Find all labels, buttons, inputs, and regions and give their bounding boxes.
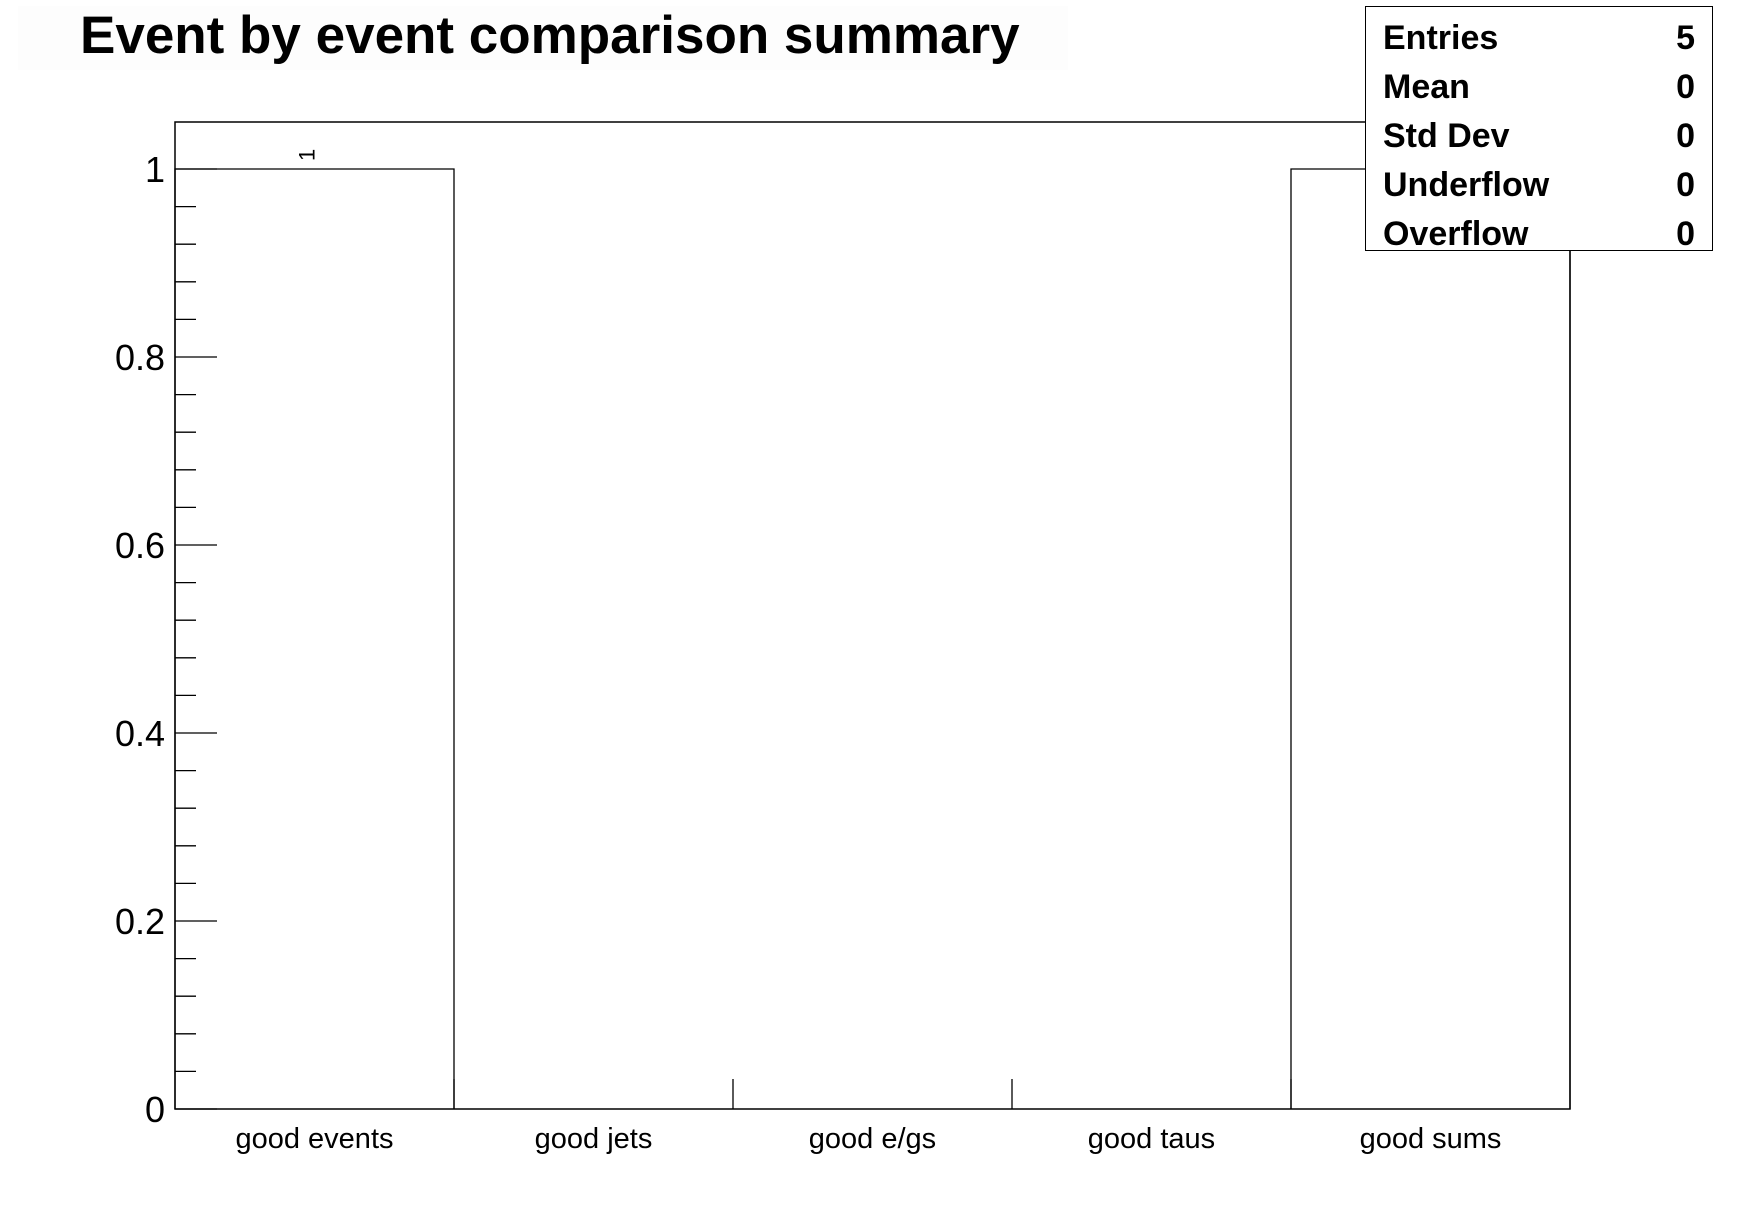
stats-label-overflow: Overflow	[1383, 215, 1529, 253]
stats-row-mean: Mean 0	[1383, 63, 1695, 112]
chart-title: Event by event comparison summary	[80, 6, 1020, 65]
bar-good-events	[174, 168, 455, 1109]
y-axis: 0 0.2 0.4 0.6 0.8 1	[115, 149, 217, 1130]
x-category-label: good e/gs	[809, 1123, 936, 1155]
stats-row-overflow: Overflow 0	[1383, 210, 1695, 259]
y-tick-label: 0.2	[115, 901, 165, 942]
stats-box: Entries 5 Mean 0 Std Dev 0 Underflow 0 O…	[1365, 6, 1713, 253]
x-category-label: good taus	[1088, 1123, 1215, 1155]
stats-row-underflow: Underflow 0	[1383, 161, 1695, 210]
stats-row-std-dev: Std Dev 0	[1383, 112, 1695, 161]
stats-label-std-dev: Std Dev	[1383, 117, 1510, 155]
x-category-label: good jets	[535, 1123, 653, 1155]
y-tick-label: 0.6	[115, 525, 165, 566]
y-tick-label: 0.8	[115, 337, 165, 378]
y-tick-label: 1	[145, 149, 165, 190]
stats-value-std-dev: 0	[1676, 117, 1695, 155]
y-tick-label: 0	[145, 1089, 165, 1130]
x-category-label: good sums	[1360, 1123, 1502, 1155]
stats-label-entries: Entries	[1383, 19, 1499, 57]
y-tick-label: 0.4	[115, 713, 165, 754]
title-band	[18, 6, 1068, 70]
x-category-label: good events	[235, 1123, 393, 1155]
stats-label-underflow: Underflow	[1383, 166, 1550, 204]
stats-value-overflow: 0	[1676, 215, 1695, 253]
stats-label-mean: Mean	[1383, 68, 1470, 106]
x-axis: good events good jets good e/gs good taus go…	[235, 1079, 1501, 1155]
stats-value-underflow: 0	[1676, 166, 1695, 204]
stats-value-entries: 5	[1676, 19, 1695, 57]
plot-frame	[174, 121, 1571, 1110]
stats-row-entries: Entries 5	[1383, 14, 1695, 63]
bar-value-label: 1	[295, 149, 320, 161]
stats-value-mean: 0	[1676, 68, 1695, 106]
